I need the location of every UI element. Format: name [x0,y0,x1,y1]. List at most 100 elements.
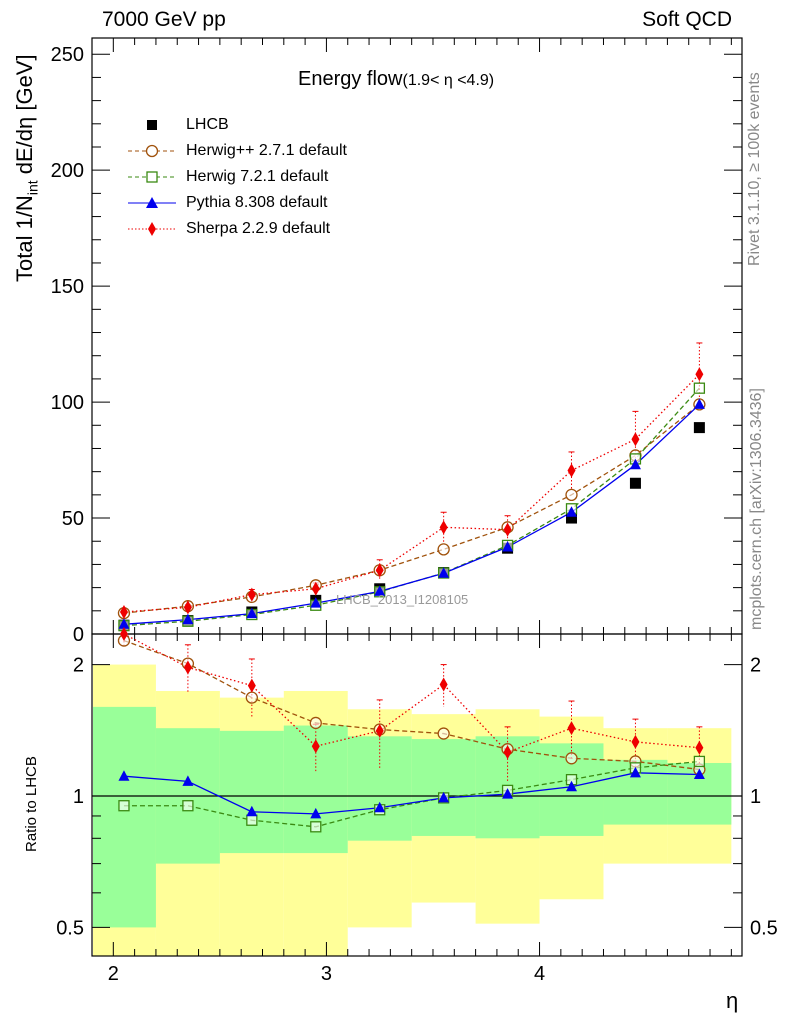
ratio-point-herwig7 [118,800,130,812]
ratio-line-herwigpp [123,639,700,771]
ratio-point-sherpa [439,677,448,692]
x-tick-label: 4 [534,963,545,985]
main-y-tick-label: 0 [73,624,84,646]
main-point-pythia [629,458,641,470]
main-point-pythia [182,613,194,625]
ratio-point-pythia [438,791,450,803]
main-y-tick-label: 100 [51,392,84,414]
legend-item-lhcb: LHCB [128,112,347,138]
main-line-sherpa [123,373,700,613]
ratio-point-pythia [374,801,386,813]
main-y-tick-label: 200 [51,160,84,182]
ratio-point-pythia [629,766,641,778]
ratio-y-tick-label-right: 0.5 [750,917,778,939]
main-point-pythia [246,607,258,619]
ratio-point-sherpa [503,745,512,760]
legend-label-lhcb: LHCB [186,116,229,133]
ratio-point-sherpa [695,740,704,755]
main-y-tick-label: 50 [62,508,84,530]
legend-item-pythia: Pythia 8.308 default [128,190,347,216]
chart-title-suffix: (1.9< η <4.9) [402,72,495,89]
ratio-band-inner [219,730,284,854]
ratio-y-axis-label: Ratio to LHCB [23,756,40,852]
ratio-point-pythia [182,775,194,786]
legend-item-sherpa: Sherpa 2.2.9 default [128,216,347,242]
ratio-y-tick-label-right: 2 [750,655,761,677]
main-point-lhcb [629,477,641,489]
legend-label-sherpa: Sherpa 2.2.9 default [186,220,331,237]
ratio-y-tick-label: 1 [73,786,84,808]
main-point-sherpa [439,520,448,535]
main-y-axis-label: Total 1/Nint dE/dη [GeV] [12,54,41,282]
main-point-sherpa [375,563,384,578]
ratio-point-pythia [118,770,130,781]
ratio-line-herwig7 [123,760,700,828]
ratio-point-sherpa [119,627,128,641]
x-tick-label: 2 [108,963,119,985]
chart-title: Energy flow(1.9< η <4.9) [298,68,494,91]
legend-label-herwigpp: Herwig++ 2.7.1 default [186,142,347,159]
main-line-pythia [123,403,700,625]
header-left: 7000 GeV pp [102,8,226,31]
legend-label-pythia: Pythia 8.308 default [186,194,328,211]
legend-label-herwig7: Herwig 7.2.1 default [186,168,329,185]
ratio-point-herwig7 [246,814,258,826]
ratio-band-inner [411,739,476,836]
ratio-point-sherpa [567,721,576,736]
ratio-point-herwig7 [310,821,322,833]
legend-item-herwigpp: Herwig++ 2.7.1 default [128,138,347,164]
ratio-band-inner [93,706,156,928]
main-point-sherpa [119,604,128,619]
ratio-point-pythia [502,788,514,799]
ratio-point-pythia [693,768,705,780]
ratio-point-herwigpp [309,716,322,730]
ratio-point-sherpa [183,660,192,675]
ratio-point-pythia [566,780,578,792]
ratio-point-herwig7 [182,800,194,812]
main-point-pythia [374,585,386,596]
main-point-sherpa [567,463,576,478]
ratio-point-pythia [246,805,258,817]
ratio-y-tick-label-right: 1 [750,786,761,808]
main-point-sherpa [311,581,320,596]
ratio-point-pythia [310,807,322,819]
main-y-tick-label: 250 [51,44,84,66]
main-point-pythia [310,597,322,608]
ratio-point-herwigpp [437,727,450,740]
ratio-band-inner [347,736,412,841]
ratio-point-herwigpp [565,752,578,765]
main-point-sherpa [695,367,704,382]
main-point-pythia [566,506,578,517]
main-point-herwigpp [565,488,578,502]
main-point-herwigpp [437,543,450,556]
ratio-y-tick-label: 0.5 [56,917,84,939]
main-line-herwig7 [123,387,700,627]
legend: LHCB Herwig++ 2.7.1 default Herwig 7.2.1… [128,112,347,242]
ratio-point-sherpa [375,723,384,738]
main-point-sherpa [183,600,192,615]
ratio-line-sherpa [123,633,700,753]
analysis-watermark: LHCB_2013_I1208105 [336,592,469,607]
ratio-point-sherpa [311,739,320,754]
main-point-herwig7 [693,382,706,394]
ratio-line-pythia [123,772,700,815]
x-tick-label: 3 [321,963,332,985]
main-point-lhcb [566,512,578,524]
ratio-y-tick-label: 2 [73,655,84,677]
legend-item-herwig7: Herwig 7.2.1 default [128,164,347,190]
chart-title-text: Energy flow [298,68,403,90]
ratio-point-herwigpp [245,691,258,704]
main-point-pythia [693,398,705,409]
main-point-pythia [502,541,514,552]
mcplots-label: mcplots.cern.ch [arXiv:1306.3436] [748,388,765,630]
main-point-sherpa [631,432,640,447]
header-right: Soft QCD [642,8,732,31]
ratio-point-herwig7 [693,755,706,768]
main-point-pythia [438,567,450,578]
main-y-tick-label: 150 [51,276,84,298]
main-point-pythia [118,618,130,629]
ratio-plot-frame [91,633,743,957]
main-point-sherpa [247,587,256,602]
x-axis-label: η [726,988,739,1013]
